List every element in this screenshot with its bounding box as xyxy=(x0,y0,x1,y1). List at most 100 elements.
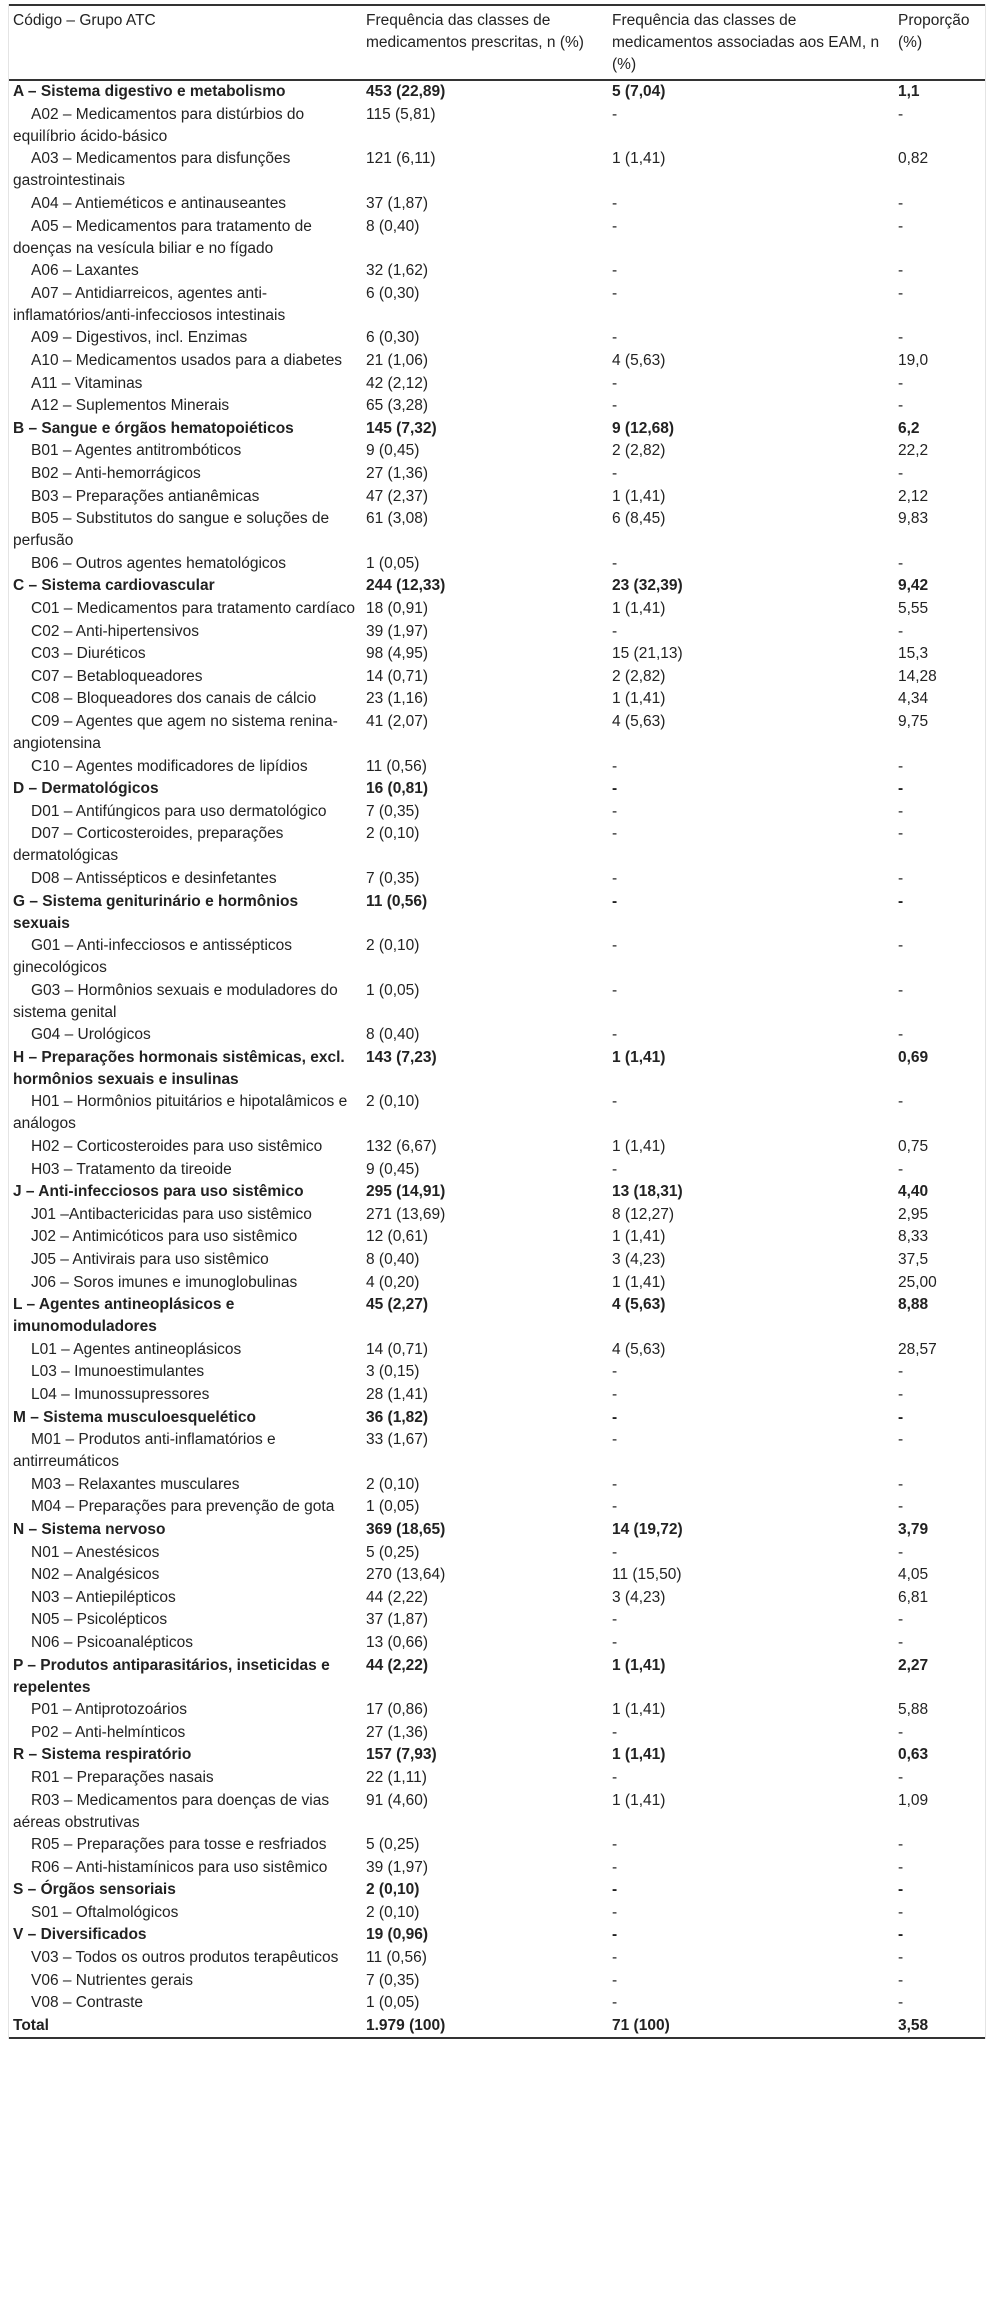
table-row: N03 – Antiepilépticos 44 (2,22) 3 (4,23) 6,… xyxy=(9,1586,985,1609)
cell-proportion: - xyxy=(898,105,904,123)
cell-eam: 2 (2,82) xyxy=(612,442,666,460)
cell-prescribed: 45 (2,27) xyxy=(366,1296,429,1314)
cell-prescribed: 244 (12,33) xyxy=(366,577,446,595)
cell-code-group: J02 – Antimicóticos para uso sistêmico xyxy=(31,1228,298,1246)
header-code-group: Código – Grupo ATC xyxy=(9,4,362,81)
cell-prescribed: 37 (1,87) xyxy=(366,1611,429,1629)
cell-prescribed: 2 (0,10) xyxy=(366,1881,420,1899)
cell-code-group: J – Anti-infecciosos para uso sistêmico xyxy=(13,1183,304,1201)
cell-prescribed: 295 (14,91) xyxy=(366,1183,446,1201)
cell-prescribed: 143 (7,23) xyxy=(366,1048,437,1066)
table-row: L01 – Agentes antineoplásicos 14 (0,71) 4 … xyxy=(9,1339,985,1362)
cell-proportion: 0,69 xyxy=(898,1048,929,1066)
cell-eam: - xyxy=(612,1994,618,2012)
cell-code-group: A07 – Antidiarreicos, agentes anti-infla… xyxy=(13,284,286,324)
cell-eam: - xyxy=(612,1949,618,1967)
cell-eam: - xyxy=(612,1160,618,1178)
cell-proportion: - xyxy=(898,1543,904,1561)
cell-proportion: 5,55 xyxy=(898,599,929,617)
table-row: J05 – Antivirais para uso sistêmico 8 (0,… xyxy=(9,1249,985,1272)
cell-prescribed: 16 (0,81) xyxy=(366,780,429,798)
cell-proportion: - xyxy=(898,1836,904,1854)
cell-code-group: J06 – Soros imunes e imunoglobulinas xyxy=(31,1273,298,1291)
cell-code-group: V08 – Contraste xyxy=(31,1994,144,2012)
table-row: V08 – Contraste 1 (0,05) - - xyxy=(9,1992,985,2015)
header-prescribed-frequency: Frequência das classes de medicamentos p… xyxy=(362,4,608,81)
cell-prescribed: 7 (0,35) xyxy=(366,802,420,820)
cell-proportion: - xyxy=(898,374,904,392)
cell-prescribed: 2 (0,10) xyxy=(366,1475,420,1493)
cell-code-group: C10 – Agentes modificadores de lipídios xyxy=(31,757,308,775)
cell-proportion: 6,2 xyxy=(898,419,920,437)
cell-proportion: - xyxy=(898,1386,904,1404)
cell-code-group: C07 – Betabloqueadores xyxy=(31,667,203,685)
cell-proportion: - xyxy=(898,1768,904,1786)
cell-eam: - xyxy=(612,1386,618,1404)
cell-eam: - xyxy=(612,195,618,213)
cell-prescribed: 7 (0,35) xyxy=(366,1971,420,1989)
cell-prescribed: 6 (0,30) xyxy=(366,284,420,302)
cell-proportion: 4,05 xyxy=(898,1566,929,1584)
table-row: B06 – Outros agentes hematológicos 1 (0,0… xyxy=(9,553,985,576)
table-header-row: Código – Grupo ATC Frequência das classe… xyxy=(9,4,985,81)
cell-proportion: - xyxy=(898,981,904,999)
table-row: B03 – Preparações antianêmicas 47 (2,37) 1… xyxy=(9,485,985,508)
cell-prescribed: 12 (0,61) xyxy=(366,1228,429,1246)
cell-prescribed: 13 (0,66) xyxy=(366,1633,429,1651)
table-group-row: L – Agentes antineoplásicos e imunomodul… xyxy=(9,1294,985,1339)
cell-prescribed: 270 (13,64) xyxy=(366,1566,446,1584)
cell-proportion: - xyxy=(898,329,904,347)
cell-prescribed: 33 (1,67) xyxy=(366,1431,429,1449)
cell-prescribed: 2 (0,10) xyxy=(366,825,420,843)
cell-eam: - xyxy=(612,329,618,347)
table-group-row: Total 1.979 (100) 71 (100) 3,58 xyxy=(9,2014,985,2040)
cell-proportion: 8,33 xyxy=(898,1228,929,1246)
cell-code-group: H – Preparações hormonais sistêmicas, ex… xyxy=(13,1048,345,1088)
cell-eam: - xyxy=(612,825,618,843)
table-row: H01 – Hormônios pituitários e hipotalâmi… xyxy=(9,1091,985,1136)
cell-proportion: - xyxy=(898,825,904,843)
cell-code-group: B02 – Anti-hemorrágicos xyxy=(31,465,201,483)
cell-code-group: Total xyxy=(9,2014,362,2040)
cell-code-group: N – Sistema nervoso xyxy=(13,1520,166,1538)
cell-proportion: 19,0 xyxy=(898,352,929,370)
cell-prescribed: 8 (0,40) xyxy=(366,1026,420,1044)
table-row: R05 – Preparações para tosse e resfriado… xyxy=(9,1834,985,1857)
cell-code-group: H01 – Hormônios pituitários e hipotalâmi… xyxy=(13,1093,348,1133)
table-row: A09 – Digestivos, incl. Enzimas 6 (0,30) -… xyxy=(9,327,985,350)
cell-prescribed: 65 (3,28) xyxy=(366,397,429,415)
cell-eam: - xyxy=(612,554,618,572)
table-row: A05 – Medicamentos para tratamento de do… xyxy=(9,215,985,260)
cell-proportion: - xyxy=(898,1926,904,1944)
cell-prescribed: 369 (18,65) xyxy=(366,1520,446,1538)
cell-code-group: C03 – Diuréticos xyxy=(31,645,146,663)
cell-eam: 3 (4,23) xyxy=(612,1251,666,1269)
cell-prescribed: 121 (6,11) xyxy=(366,150,436,168)
cell-eam: 1 (1,41) xyxy=(612,599,666,617)
cell-code-group: G – Sistema geniturinário e hormônios se… xyxy=(13,892,299,932)
cell-code-group: A02 – Medicamentos para distúrbios do eq… xyxy=(13,105,305,145)
cell-proportion: 3,79 xyxy=(898,1520,929,1538)
cell-eam: 4 (5,63) xyxy=(612,1296,666,1314)
table-row: L04 – Imunossupressores 28 (1,41) - - xyxy=(9,1384,985,1407)
cell-eam: 1 (1,41) xyxy=(612,1048,666,1066)
cell-eam: - xyxy=(612,1858,618,1876)
cell-prescribed: 7 (0,35) xyxy=(366,869,420,887)
table-row: M03 – Relaxantes musculares 2 (0,10) - - xyxy=(9,1474,985,1497)
cell-eam: 11 (15,50) xyxy=(612,1566,682,1584)
cell-eam: - xyxy=(612,1611,618,1629)
cell-code-group: B – Sangue e órgãos hematopoiéticos xyxy=(13,419,294,437)
cell-proportion: 28,57 xyxy=(898,1340,937,1358)
table-body: A – Sistema digestivo e metabolismo 453 (… xyxy=(9,80,985,2040)
cell-proportion: - xyxy=(898,869,904,887)
cell-prescribed: 271 (13,69) xyxy=(366,1205,446,1223)
cell-proportion: 14,28 xyxy=(898,667,937,685)
cell-prescribed: 157 (7,93) xyxy=(366,1746,437,1764)
cell-eam: 14 (19,72) xyxy=(612,1520,683,1538)
table-row: H03 – Tratamento da tireoide 9 (0,45) - - xyxy=(9,1158,985,1181)
cell-proportion: - xyxy=(898,195,904,213)
cell-prescribed: 6 (0,30) xyxy=(366,329,420,347)
table-row: C02 – Anti-hipertensivos 39 (1,97) - - xyxy=(9,620,985,643)
cell-prescribed: 17 (0,86) xyxy=(366,1701,429,1719)
cell-eam: 1 (1,41) xyxy=(612,1701,666,1719)
